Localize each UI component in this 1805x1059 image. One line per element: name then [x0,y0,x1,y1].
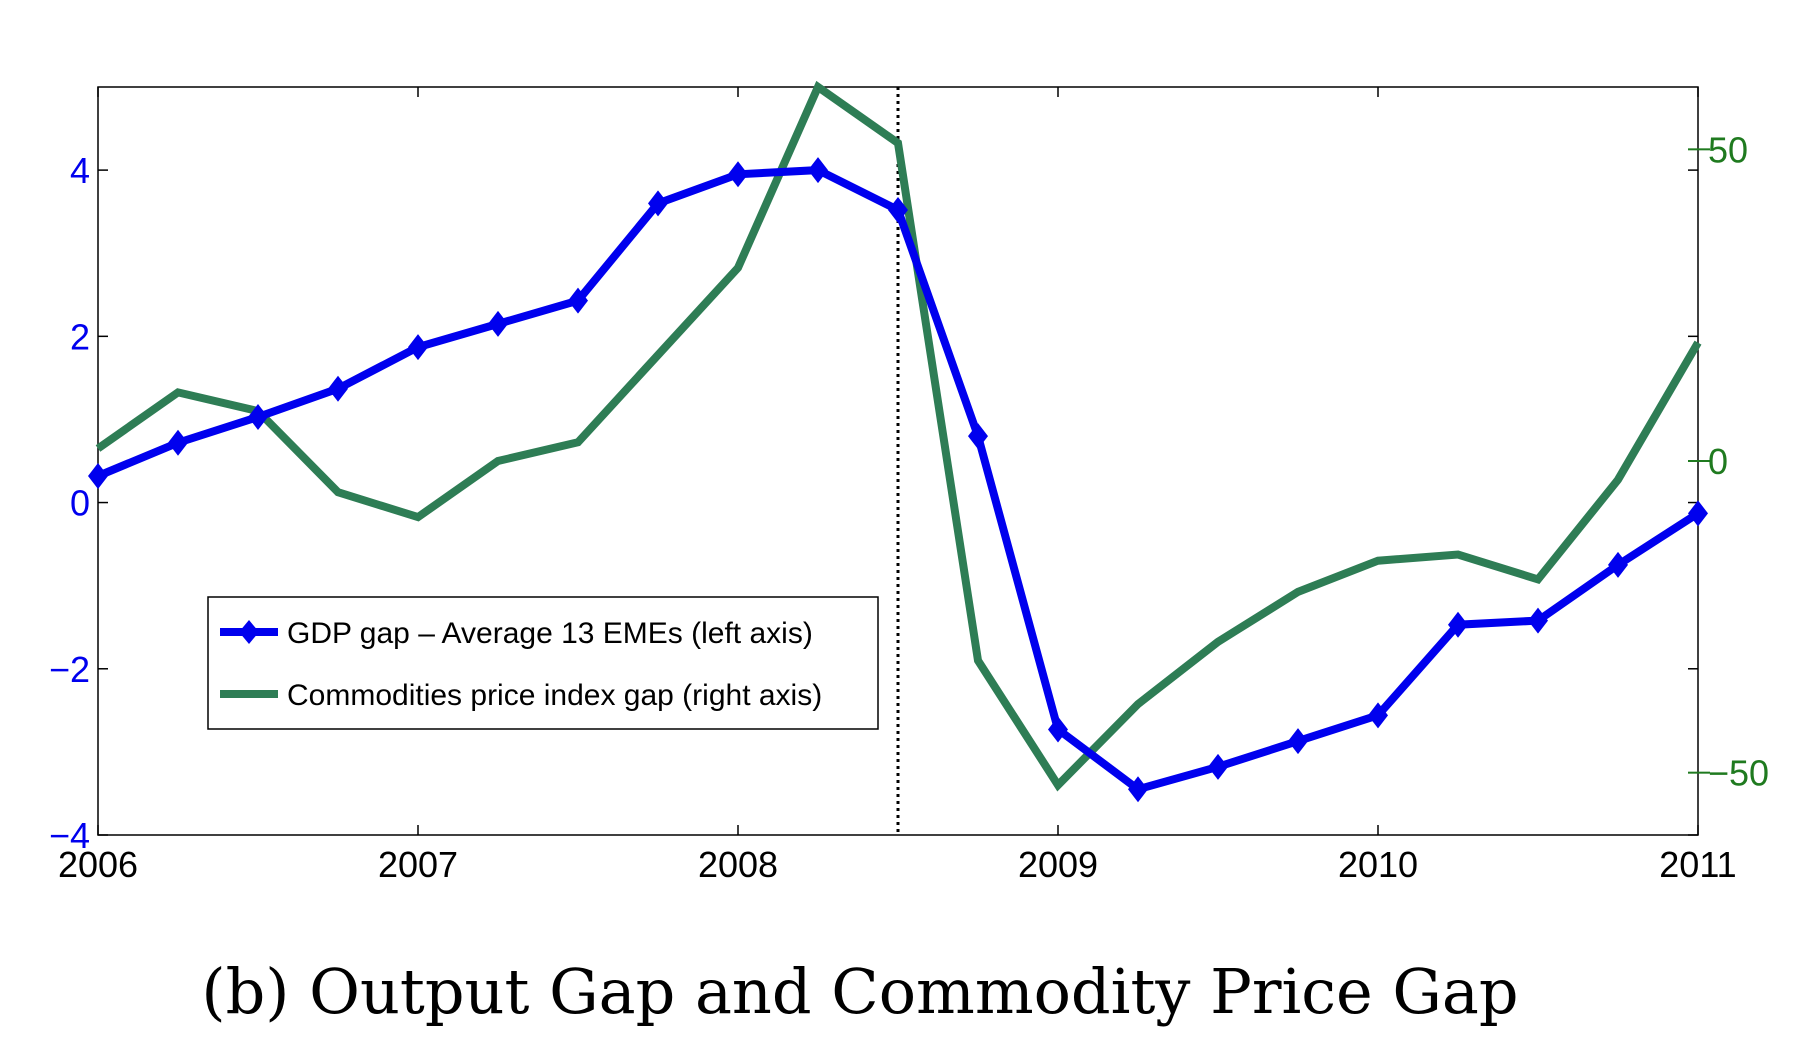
figure-caption: (b) Output Gap and Commodity Price Gap [201,955,1519,1028]
data-point-gdp [88,462,108,489]
data-point-gdp [1448,611,1468,638]
data-point-gdp [648,190,668,217]
x-tick-label: 2008 [698,844,778,885]
data-point-gdp [808,157,828,184]
data-point-gdp [248,403,268,430]
data-point-gdp [1288,728,1308,755]
left-tick-label: 2 [70,316,90,357]
left-tick-label: 4 [70,150,90,191]
legend-label-gdp: GDP gap – Average 13 EMEs (left axis) [287,617,813,650]
legend: GDP gap – Average 13 EMEs (left axis) Co… [207,596,879,730]
legend-label-commodities: Commodities price index gap (right axis) [287,679,822,712]
data-point-gdp [168,429,188,456]
right-tick-label: −50 [1708,753,1769,794]
data-point-gdp [1368,702,1388,729]
x-tick-label: 2009 [1018,844,1098,885]
left-tick-label: 0 [70,483,90,524]
data-point-gdp [1608,551,1628,578]
data-point-gdp [728,161,748,188]
right-tick-label: 0 [1708,441,1728,482]
legend-box [207,596,879,730]
data-point-gdp [1128,776,1148,803]
x-tick-label: 2006 [58,844,138,885]
data-point-gdp [408,334,428,361]
x-tick-label: 2007 [378,844,458,885]
x-tick-label: 2011 [1659,844,1736,885]
axis-ticks [97,87,1710,836]
series-line-commodities [95,80,1702,792]
x-tick-label: 2010 [1338,844,1418,885]
left-tick-label: −2 [49,649,90,690]
series-layer [88,80,1708,803]
legend-marker-gdp [239,620,259,644]
data-point-gdp [488,310,508,337]
data-point-gdp [968,423,988,450]
data-point-gdp [328,375,348,402]
left-tick-label: −4 [49,815,90,856]
data-point-gdp [1528,607,1548,634]
data-point-gdp [888,197,908,224]
data-point-gdp [1048,716,1068,743]
data-point-gdp [1208,753,1228,780]
right-tick-label: 50 [1708,129,1748,170]
data-point-gdp [1688,500,1708,527]
tick-labels: 2006 2007 2008 2009 2010 2011 −4 −2 0 2 4 −50 0 50 [49,129,1769,885]
data-point-gdp [568,287,588,314]
